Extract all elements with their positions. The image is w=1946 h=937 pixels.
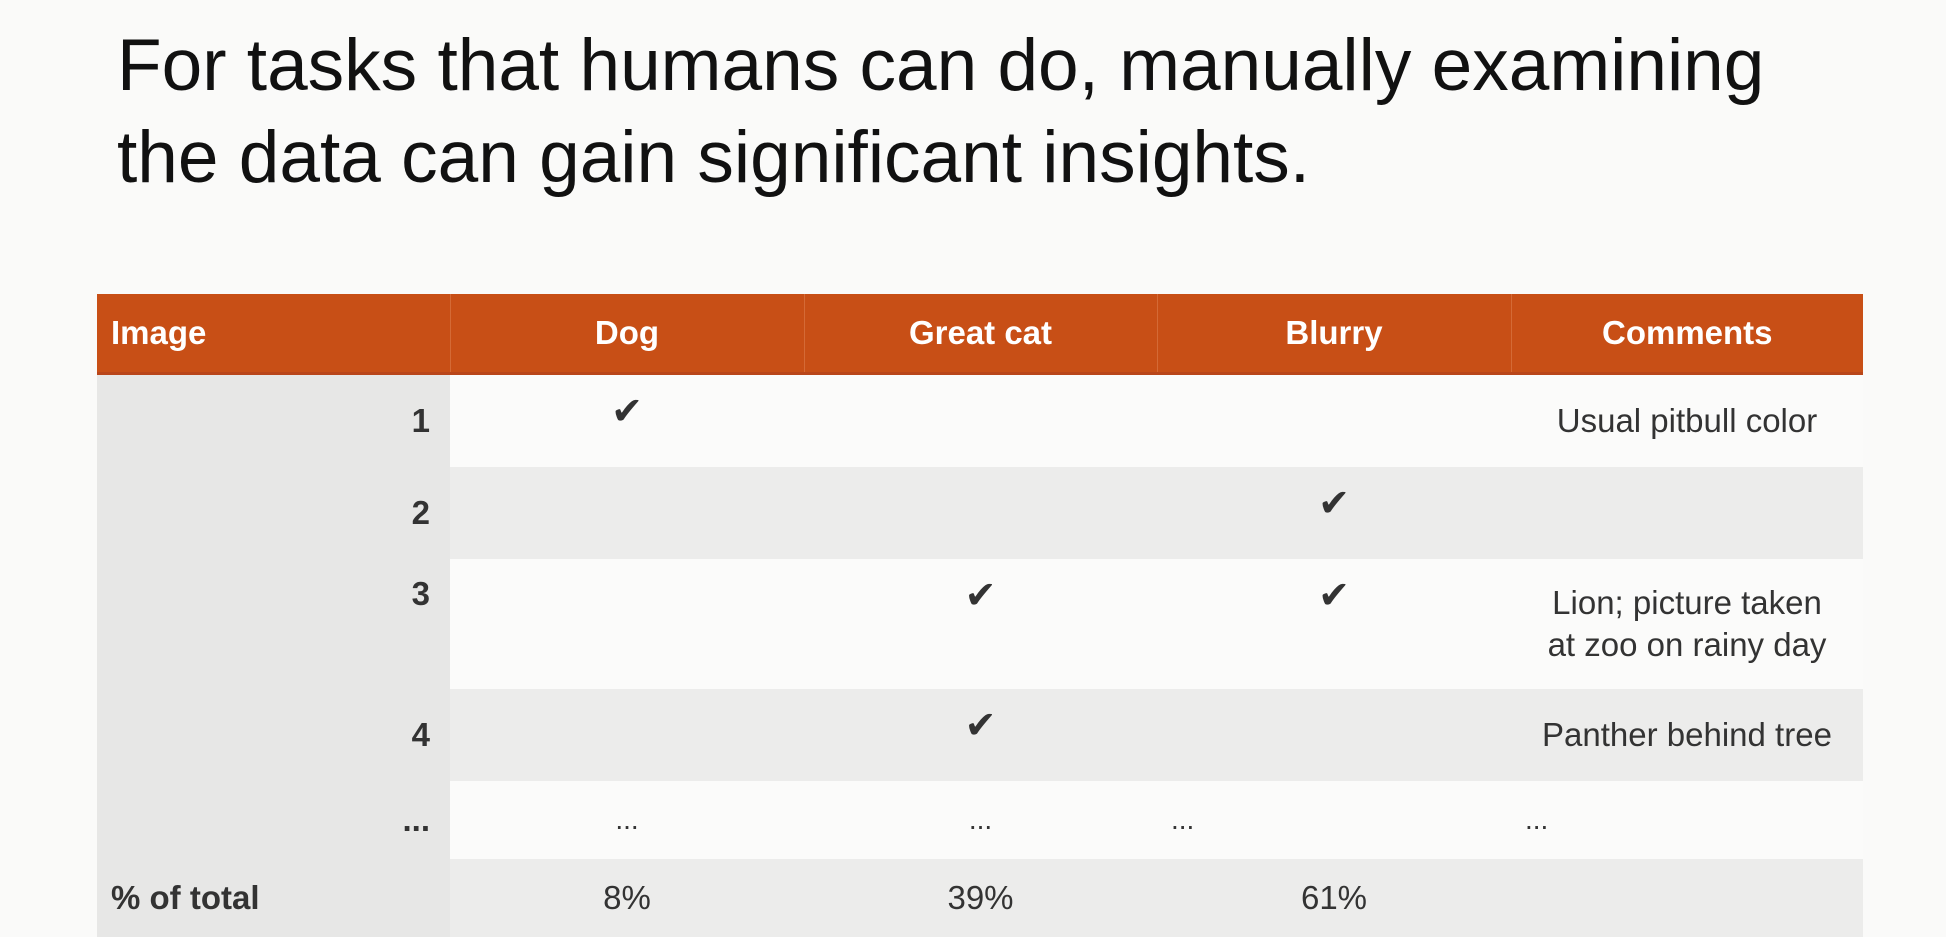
- image-id-cell: 3: [97, 559, 450, 689]
- table-row: 4 ✔ Panther behind tree: [97, 689, 1863, 781]
- dog-check-icon: ✔: [450, 374, 804, 468]
- blurry-check-icon: ✔: [1157, 467, 1511, 559]
- table-row: 3 ✔ ✔ Lion; picture taken at zoo on rain…: [97, 559, 1863, 689]
- great-cat-cell: [804, 374, 1157, 468]
- dog-cell: [450, 689, 804, 781]
- table-row: 1 ✔ Usual pitbull color: [97, 374, 1863, 468]
- comment-cell: Panther behind tree: [1511, 689, 1863, 781]
- slide-title: For tasks that humans can do, manually e…: [117, 20, 1877, 204]
- error-analysis-table: Image Dog Great cat Blurry Comments 1 ✔ …: [97, 294, 1863, 937]
- great-cat-check-icon: ✔: [804, 559, 1157, 689]
- great-cat-cell: ...: [804, 781, 1157, 859]
- summary-row: % of total 8% 39% 61%: [97, 859, 1863, 937]
- comment-line: Usual pitbull color: [1511, 400, 1863, 442]
- comment-cell: Usual pitbull color: [1511, 374, 1863, 468]
- header-row: Image Dog Great cat Blurry Comments: [97, 294, 1863, 374]
- blurry-cell: [1157, 689, 1511, 781]
- comment-cell: [1511, 467, 1863, 559]
- comment-line: at zoo on rainy day: [1511, 624, 1863, 666]
- header-comments: Comments: [1511, 294, 1863, 374]
- comment-line: Panther behind tree: [1511, 714, 1863, 756]
- dog-cell: ...: [450, 781, 804, 859]
- summary-label: % of total: [97, 859, 450, 937]
- table-header: Image Dog Great cat Blurry Comments: [97, 294, 1863, 374]
- image-id-cell: 2: [97, 467, 450, 559]
- header-image: Image: [97, 294, 450, 374]
- summary-blurry: 61%: [1157, 859, 1511, 937]
- comment-cell: ...: [1511, 781, 1863, 859]
- header-great-cat: Great cat: [804, 294, 1157, 374]
- slide-title-line-2: the data can gain significant insights.: [117, 112, 1877, 204]
- blurry-cell: ...: [1157, 781, 1511, 859]
- comment-line: Lion; picture taken: [1511, 582, 1863, 624]
- image-id-cell: 4: [97, 689, 450, 781]
- table-body: 1 ✔ Usual pitbull color 2 ✔ 3 ✔ ✔ Lion; …: [97, 374, 1863, 937]
- comment-line: ...: [1525, 804, 1548, 835]
- image-id-cell: 1: [97, 374, 450, 468]
- comment-cell: Lion; picture taken at zoo on rainy day: [1511, 559, 1863, 689]
- dog-cell: [450, 559, 804, 689]
- summary-great-cat: 39%: [804, 859, 1157, 937]
- dog-cell: [450, 467, 804, 559]
- great-cat-check-icon: ✔: [804, 689, 1157, 781]
- slide-title-line-1: For tasks that humans can do, manually e…: [117, 20, 1877, 112]
- image-id-cell: ...: [97, 781, 450, 859]
- table-row: ... ... ... ... ...: [97, 781, 1863, 859]
- table-row: 2 ✔: [97, 467, 1863, 559]
- great-cat-cell: [804, 467, 1157, 559]
- blurry-check-icon: ✔: [1157, 559, 1511, 689]
- header-blurry: Blurry: [1157, 294, 1511, 374]
- summary-dog: 8%: [450, 859, 804, 937]
- header-dog: Dog: [450, 294, 804, 374]
- blurry-cell: [1157, 374, 1511, 468]
- summary-comments: [1511, 859, 1863, 937]
